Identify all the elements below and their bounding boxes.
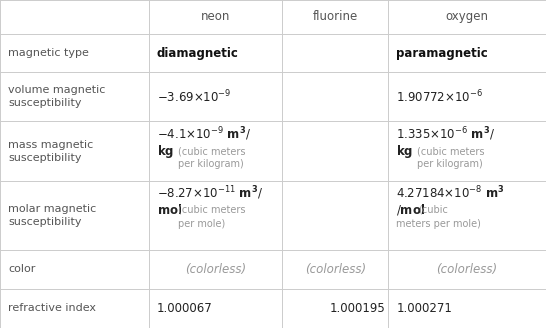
Text: (colorless): (colorless) [437,263,498,276]
Text: $-4.1{\times}10^{-9}$ $\mathbf{m^3}$/: $-4.1{\times}10^{-9}$ $\mathbf{m^3}$/ [157,126,251,143]
Text: $-8.27{\times}10^{-11}$ $\mathbf{m^3}$/: $-8.27{\times}10^{-11}$ $\mathbf{m^3}$/ [157,185,263,202]
Text: magnetic type: magnetic type [8,48,89,58]
Text: $\mathbf{kg}$: $\mathbf{kg}$ [396,143,414,160]
Text: 1.000067: 1.000067 [157,302,212,315]
Text: mass magnetic
susceptibility: mass magnetic susceptibility [8,139,93,163]
Text: fluorine: fluorine [312,10,358,23]
Text: per kilogram): per kilogram) [417,159,483,169]
Text: (cubic meters: (cubic meters [417,146,485,156]
Text: (colorless): (colorless) [305,263,366,276]
Text: $4.27184{\times}10^{-8}$ $\mathbf{m^3}$: $4.27184{\times}10^{-8}$ $\mathbf{m^3}$ [396,185,505,202]
Text: neon: neon [201,10,230,23]
Text: oxygen: oxygen [446,10,489,23]
Text: paramagnetic: paramagnetic [396,47,488,60]
Text: (cubic meters: (cubic meters [177,146,245,156]
Text: (colorless): (colorless) [185,263,246,276]
Text: 1.000271: 1.000271 [396,302,452,315]
Text: color: color [8,264,35,274]
Text: (cubic meters: (cubic meters [177,205,245,215]
Text: $\mathbf{kg}$: $\mathbf{kg}$ [157,143,174,160]
Text: $-3.69{\times}10^{-9}$: $-3.69{\times}10^{-9}$ [157,89,232,105]
Text: 1.000195: 1.000195 [330,302,385,315]
Text: $\mathbf{mol}$: $\mathbf{mol}$ [157,203,182,217]
Text: molar magnetic
susceptibility: molar magnetic susceptibility [8,204,97,227]
Text: (cubic: (cubic [418,205,448,215]
Text: $1.335{\times}10^{-6}$ $\mathbf{m^3}$/: $1.335{\times}10^{-6}$ $\mathbf{m^3}$/ [396,126,496,143]
Text: diamagnetic: diamagnetic [157,47,239,60]
Text: per mole): per mole) [177,219,225,229]
Text: per kilogram): per kilogram) [177,159,244,169]
Text: volume magnetic
susceptibility: volume magnetic susceptibility [8,85,105,109]
Text: $1.90772{\times}10^{-6}$: $1.90772{\times}10^{-6}$ [396,89,483,105]
Text: $/\mathbf{mol}$: $/\mathbf{mol}$ [396,202,426,217]
Text: refractive index: refractive index [8,303,96,314]
Text: meters per mole): meters per mole) [396,219,482,229]
